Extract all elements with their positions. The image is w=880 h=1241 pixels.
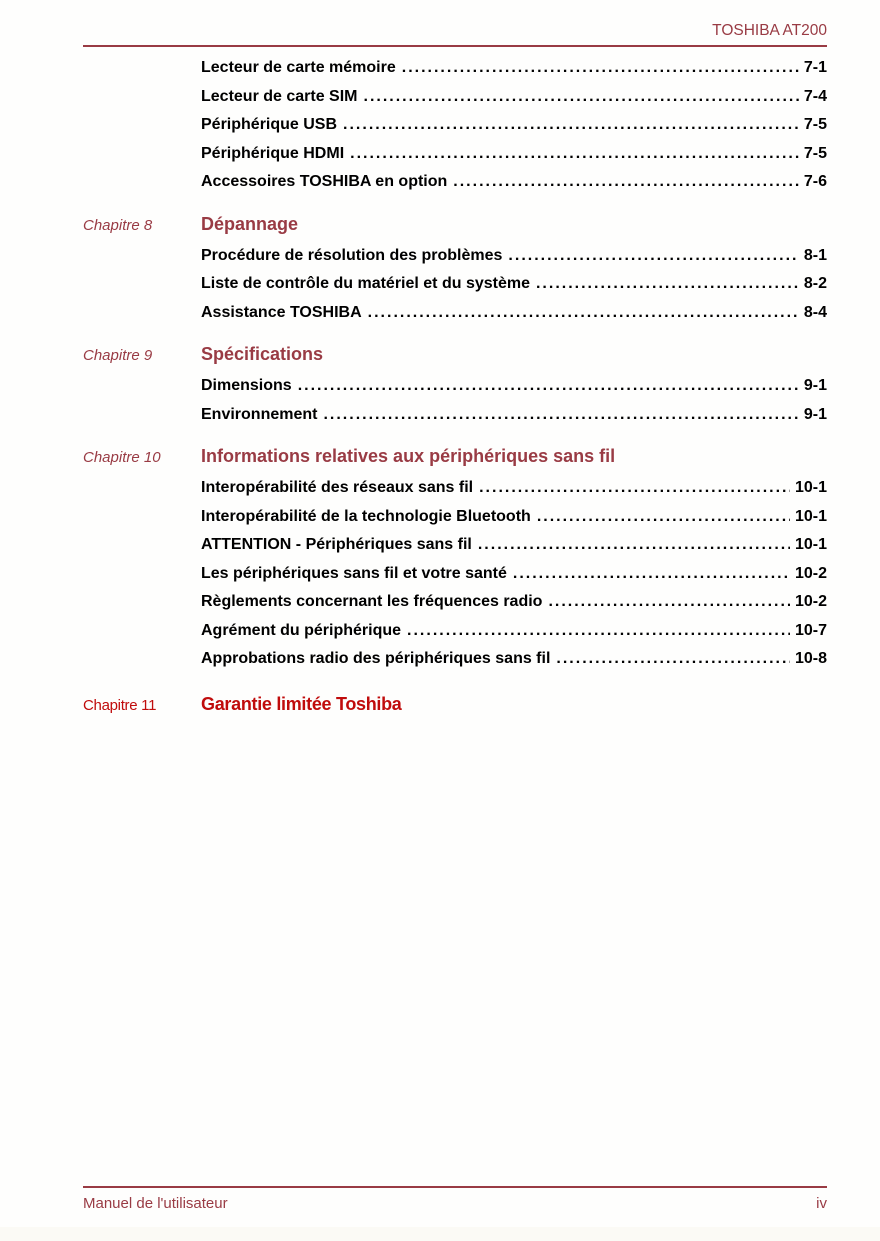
dot-leader	[479, 474, 790, 503]
toc-entry-label: Interopérabilité de la technologie Bluet…	[201, 507, 531, 525]
toc-page-number: 10-2	[794, 564, 827, 582]
toc-entry-label: Accessoires TOSHIBA en option	[201, 173, 448, 190]
toc-page-number: 10-1	[794, 479, 827, 496]
chapter-label: Chapitre 10	[83, 449, 161, 466]
footer-document-title: Manuel de l'utilisateur	[83, 1195, 228, 1212]
toc-entry[interactable]: Les périphériques sans fil et votre sant…	[83, 560, 827, 589]
dot-leader	[364, 83, 799, 112]
toc-page-number: 10-2	[794, 593, 827, 610]
dot-leader	[350, 140, 799, 169]
toc-page-number: 7-5	[803, 144, 827, 162]
toc-entry[interactable]: Agrément du périphérique 10-7	[83, 617, 827, 646]
page-bottom-edge	[0, 1227, 880, 1241]
dot-leader	[323, 401, 798, 430]
toc-entry[interactable]: Lecteur de carte SIM 7-4	[83, 83, 827, 112]
toc-entry-label: Interopérabilité des réseaux sans fil	[201, 479, 474, 496]
dot-leader	[343, 111, 799, 140]
dot-leader	[537, 503, 790, 532]
toc-entry[interactable]: Liste de contrôle du matériel et du syst…	[83, 270, 827, 299]
toc-entry[interactable]: Interopérabilité des réseaux sans fil 10…	[83, 474, 827, 503]
chapter-heading[interactable]: Chapitre 8 Dépannage	[83, 211, 827, 239]
toc-entry-label: ATTENTION - Périphériques sans fil	[201, 536, 472, 553]
chapter-title: Informations relatives aux périphériques…	[201, 446, 616, 466]
toc-page-number: 9-1	[803, 377, 827, 394]
toc-page-number: 7-4	[803, 87, 827, 105]
dot-leader	[402, 54, 799, 83]
header-rule	[83, 45, 827, 47]
toc-page-number: 10-1	[794, 536, 827, 553]
toc-entry[interactable]: Accessoires TOSHIBA en option 7-6	[83, 168, 827, 197]
chapter-title: Garantie limitée Toshiba	[201, 693, 402, 714]
toc-entry-label: Périphérique HDMI	[201, 144, 345, 162]
toc-entry[interactable]: Assistance TOSHIBA 8-4	[83, 299, 827, 328]
toc-entry[interactable]: ATTENTION - Périphériques sans fil 10-1	[83, 531, 827, 560]
toc-entry-label: Lecteur de carte SIM	[201, 87, 358, 105]
chapter-label: Chapitre 8	[83, 216, 153, 234]
toc-entry-label: Assistance TOSHIBA	[201, 303, 362, 321]
toc-entry[interactable]: Environnement 9-1	[83, 401, 827, 430]
chapter-heading[interactable]: Chapitre 11 Garantie limitée Toshiba	[83, 691, 827, 719]
dot-leader	[536, 270, 799, 299]
toc-entry-label: Périphérique USB	[201, 116, 338, 133]
toc-entry-label: Agrément du périphérique	[201, 621, 402, 639]
toc-entry[interactable]: Périphérique HDMI 7-5	[83, 140, 827, 169]
toc-entry-label: Lecteur de carte mémoire	[201, 59, 396, 76]
toc-entry-label: Procédure de résolution des problèmes	[201, 246, 503, 264]
footer-rule	[83, 1186, 827, 1188]
toc-page-number: 9-1	[803, 405, 827, 423]
chapter-heading[interactable]: Chapitre 10 Informations relatives aux p…	[83, 443, 827, 471]
toc-entry[interactable]: Périphérique USB 7-5	[83, 111, 827, 140]
toc-entry-label: Liste de contrôle du matériel et du syst…	[201, 275, 530, 292]
toc-entry-label: Environnement	[201, 405, 318, 423]
toc-page-number: 10-8	[794, 650, 827, 667]
dot-leader	[407, 617, 790, 646]
toc-page-number: 7-6	[803, 173, 827, 190]
chapter-title: Spécifications	[201, 344, 324, 364]
toc-page-number: 8-2	[803, 275, 827, 292]
toc-entry[interactable]: Approbations radio des périphériques san…	[83, 645, 827, 674]
toc-entry-label: Approbations radio des périphériques san…	[201, 650, 551, 667]
chapter-label: Chapitre 11	[83, 696, 157, 714]
toc-entry[interactable]: Dimensions 9-1	[83, 372, 827, 401]
toc-entry-label: Dimensions	[201, 377, 292, 394]
footer-page-number: iv	[816, 1195, 827, 1212]
dot-leader	[298, 372, 799, 401]
dot-leader	[548, 588, 790, 617]
dot-leader	[368, 299, 799, 328]
toc-page-number: 8-1	[803, 246, 827, 264]
chapter-label: Chapitre 9	[83, 347, 153, 364]
toc-entry-label: Règlements concernant les fréquences rad…	[201, 593, 543, 610]
table-of-contents: Lecteur de carte mémoire 7-1 Lecteur de …	[83, 54, 827, 722]
toc-entry[interactable]: Règlements concernant les fréquences rad…	[83, 588, 827, 617]
chapter-heading[interactable]: Chapitre 9 Spécifications	[83, 341, 827, 369]
chapter-title: Dépannage	[201, 213, 299, 234]
toc-page-number: 10-7	[794, 621, 827, 639]
dot-leader	[556, 645, 790, 674]
toc-page-number: 7-1	[803, 59, 827, 76]
page-header-title: TOSHIBA AT200	[712, 22, 827, 39]
toc-page-number: 10-1	[794, 507, 827, 525]
toc-entry[interactable]: Interopérabilité de la technologie Bluet…	[83, 503, 827, 532]
toc-entry[interactable]: Lecteur de carte mémoire 7-1	[83, 54, 827, 83]
toc-entry-label: Les périphériques sans fil et votre sant…	[201, 564, 507, 582]
dot-leader	[478, 531, 790, 560]
toc-page-number: 7-5	[803, 116, 827, 133]
dot-leader	[453, 168, 799, 197]
dot-leader	[508, 242, 798, 271]
toc-page-number: 8-4	[803, 303, 827, 321]
toc-entry[interactable]: Procédure de résolution des problèmes 8-…	[83, 242, 827, 271]
dot-leader	[513, 560, 790, 589]
